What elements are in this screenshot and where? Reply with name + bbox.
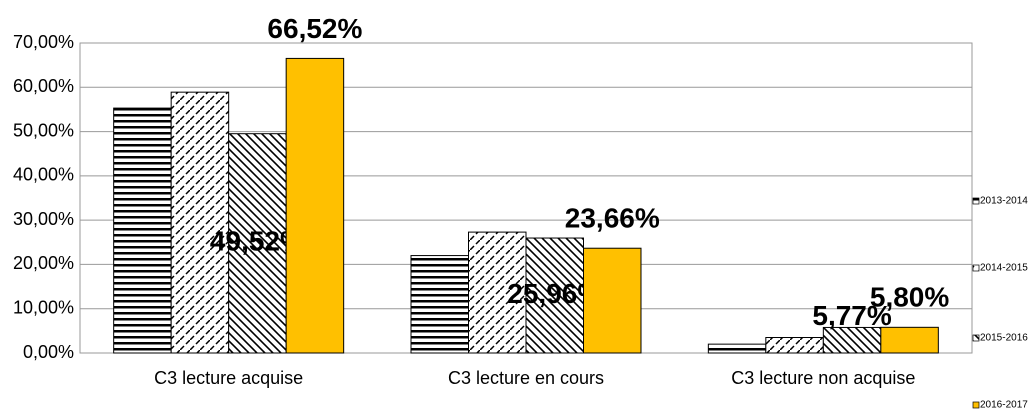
data-label: 23,66%	[565, 203, 660, 234]
data-label: 5,80%	[870, 282, 949, 313]
legend-label: 2016-2017	[980, 400, 1028, 411]
bar	[113, 107, 172, 354]
y-tick-label: 30,00%	[13, 209, 74, 229]
legend-swatch	[972, 334, 980, 342]
bar	[707, 343, 767, 354]
y-tick-label: 0,00%	[23, 342, 74, 362]
data-label: 66,52%	[267, 13, 362, 44]
y-tick-label: 20,00%	[13, 253, 74, 273]
bar	[765, 337, 824, 354]
bar	[822, 326, 882, 354]
legend-swatch	[972, 264, 980, 272]
data-label: 5,77%	[812, 300, 891, 331]
y-tick-label: 60,00%	[13, 76, 74, 96]
bar	[170, 91, 230, 354]
y-tick-label: 70,00%	[13, 32, 74, 52]
bar	[228, 133, 287, 354]
bar	[285, 57, 345, 354]
x-tick-label: C3 lecture non acquise	[731, 368, 915, 388]
legend-label: 2014-2015	[980, 263, 1028, 274]
y-tick-label: 10,00%	[13, 297, 74, 317]
y-tick-label: 40,00%	[13, 165, 74, 185]
legend-label: 2013-2014	[980, 196, 1028, 207]
bar	[880, 326, 939, 354]
x-tick-label: C3 lecture en cours	[448, 368, 604, 388]
bar	[583, 247, 642, 354]
x-tick-label: C3 lecture acquise	[154, 368, 303, 388]
legend-label: 2015-2016	[980, 333, 1028, 344]
legend-swatch	[972, 401, 980, 409]
bar	[410, 255, 469, 354]
y-tick-label: 50,00%	[13, 120, 74, 140]
legend-swatch	[972, 197, 980, 205]
